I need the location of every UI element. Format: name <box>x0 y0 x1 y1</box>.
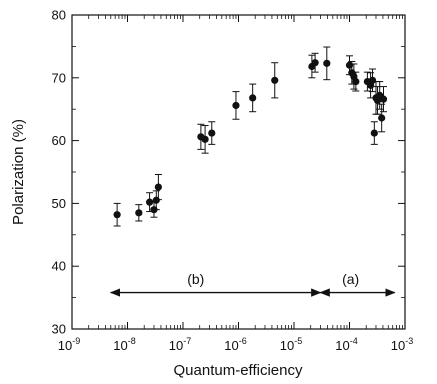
point-marker <box>249 94 257 102</box>
point-marker <box>323 59 331 67</box>
data-point <box>379 86 388 113</box>
x-tick-label: 10-5 <box>280 336 302 353</box>
data-point <box>154 174 162 201</box>
x-tick-label: 10-9 <box>58 336 80 353</box>
point-marker <box>352 77 360 86</box>
y-axis-title: Polarization (%) <box>10 119 27 225</box>
point-marker <box>232 101 240 110</box>
data-point <box>311 52 319 73</box>
data-point <box>208 121 216 145</box>
data-point <box>249 83 257 113</box>
data-point <box>367 72 375 99</box>
x-tick-label: 10-8 <box>113 336 135 353</box>
y-tick-label: 80 <box>52 8 66 23</box>
point-marker <box>311 59 319 67</box>
x-tick-label: 10-7 <box>169 336 191 353</box>
data-point <box>232 91 240 120</box>
data-point <box>271 62 279 99</box>
data-point <box>145 192 154 213</box>
y-tick-label: 50 <box>52 196 66 211</box>
annotations: (b) (a) <box>109 271 396 297</box>
point-marker <box>368 76 377 84</box>
axis-tick-labels: 10-9 10-8 10-7 10-6 10-5 10-4 10-3 30 40 50 60 70 80 <box>52 8 414 354</box>
y-tick-label: 40 <box>52 259 66 274</box>
point-marker <box>370 129 378 137</box>
point-marker <box>201 135 209 143</box>
x-tick-label: 10-4 <box>335 336 357 353</box>
axis-ticks <box>71 14 406 330</box>
data-point <box>113 202 121 227</box>
point-marker <box>113 211 121 219</box>
point-marker <box>378 114 386 122</box>
y-tick-label: 70 <box>52 70 66 85</box>
data-point <box>368 68 377 93</box>
y-tick-label: 30 <box>52 322 66 337</box>
range-label: (b) <box>187 271 204 287</box>
data-point <box>308 54 316 79</box>
y-tick-label: 60 <box>52 133 66 148</box>
point-marker <box>379 95 388 103</box>
x-tick-label: 10-6 <box>224 336 246 353</box>
data-point <box>378 103 386 133</box>
point-marker <box>271 76 279 84</box>
point-marker <box>208 129 216 137</box>
data-points <box>113 46 388 227</box>
data-point <box>201 125 209 154</box>
point-marker <box>135 209 143 217</box>
data-point <box>352 71 360 92</box>
point-marker <box>154 183 162 191</box>
range-label: (a) <box>342 271 359 287</box>
x-tick-label: 10-3 <box>391 336 413 353</box>
data-point <box>135 204 143 222</box>
data-point <box>370 121 378 145</box>
point-marker <box>145 198 154 206</box>
x-axis-title: Quantum-efficiency <box>174 362 303 379</box>
data-point <box>323 46 331 81</box>
